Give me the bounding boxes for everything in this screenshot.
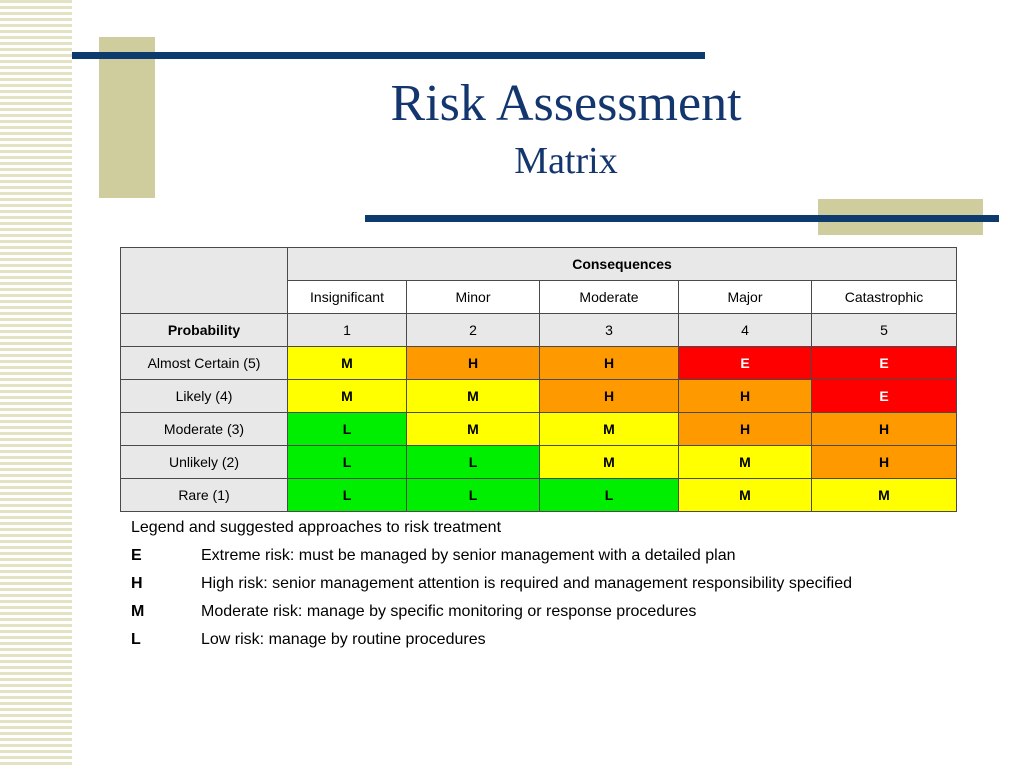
legend-text: High risk: senior management attention i… bbox=[201, 575, 853, 592]
legend-code: M bbox=[131, 603, 145, 620]
consequence-number: 3 bbox=[539, 313, 679, 347]
risk-cell: H bbox=[539, 346, 679, 380]
legend-item: M Moderate risk: manage by specific moni… bbox=[131, 601, 852, 629]
risk-cell: E bbox=[678, 346, 812, 380]
legend-heading: Legend and suggested approaches to risk … bbox=[131, 519, 502, 536]
table-row: Likely (4) M M H H E bbox=[120, 379, 957, 413]
row-label: Almost Certain (5) bbox=[120, 346, 288, 380]
risk-cell: H bbox=[678, 412, 812, 446]
consequence-name: Catastrophic bbox=[811, 280, 957, 314]
risk-cell: H bbox=[811, 445, 957, 479]
consequence-number: 2 bbox=[406, 313, 540, 347]
risk-cell: H bbox=[406, 346, 540, 380]
legend-text: Low risk: manage by routine procedures bbox=[201, 631, 486, 648]
row-label: Moderate (3) bbox=[120, 412, 288, 446]
consequences-header: Consequences bbox=[287, 247, 957, 281]
table-row: Moderate (3) L M M H H bbox=[120, 412, 957, 446]
striped-margin bbox=[0, 0, 72, 768]
table-row: Almost Certain (5) M H H E E bbox=[120, 346, 957, 380]
table-row: Unlikely (2) L L M M H bbox=[120, 445, 957, 479]
consequence-number: 5 bbox=[811, 313, 957, 347]
legend-code: H bbox=[131, 575, 143, 592]
legend-code: L bbox=[131, 631, 141, 648]
legend: Legend and suggested approaches to risk … bbox=[131, 517, 852, 657]
corner-cell bbox=[120, 247, 288, 314]
risk-cell: M bbox=[811, 478, 957, 512]
probability-header: Probability bbox=[120, 313, 288, 347]
risk-cell: M bbox=[287, 379, 407, 413]
consequence-name: Insignificant bbox=[287, 280, 407, 314]
risk-cell: E bbox=[811, 379, 957, 413]
risk-cell: H bbox=[678, 379, 812, 413]
legend-code: E bbox=[131, 547, 142, 564]
legend-text: Moderate risk: manage by specific monito… bbox=[201, 603, 697, 620]
title-rule-top bbox=[72, 52, 705, 59]
risk-cell: L bbox=[287, 412, 407, 446]
risk-cell: L bbox=[406, 478, 540, 512]
consequence-name: Minor bbox=[406, 280, 540, 314]
consequence-number: 4 bbox=[678, 313, 812, 347]
risk-cell: M bbox=[406, 379, 540, 413]
row-label: Likely (4) bbox=[120, 379, 288, 413]
row-label: Unlikely (2) bbox=[120, 445, 288, 479]
decorative-block-left bbox=[99, 37, 155, 198]
risk-cell: H bbox=[539, 379, 679, 413]
risk-cell: M bbox=[678, 478, 812, 512]
consequence-name: Moderate bbox=[539, 280, 679, 314]
consequence-number: 1 bbox=[287, 313, 407, 347]
slide-subtitle: Matrix bbox=[514, 140, 618, 182]
risk-cell: L bbox=[287, 478, 407, 512]
legend-text: Extreme risk: must be managed by senior … bbox=[201, 547, 736, 564]
risk-cell: M bbox=[287, 346, 407, 380]
risk-cell: E bbox=[811, 346, 957, 380]
legend-item: H High risk: senior management attention… bbox=[131, 573, 852, 601]
risk-cell: M bbox=[406, 412, 540, 446]
legend-item: E Extreme risk: must be managed by senio… bbox=[131, 545, 852, 573]
risk-cell: M bbox=[539, 412, 679, 446]
row-label: Rare (1) bbox=[120, 478, 288, 512]
title-rule-bottom bbox=[365, 215, 999, 222]
table-row: Rare (1) L L L M M bbox=[120, 478, 957, 512]
risk-cell: M bbox=[678, 445, 812, 479]
risk-matrix-table: Consequences Insignificant Minor Moderat… bbox=[120, 247, 957, 512]
risk-cell: M bbox=[539, 445, 679, 479]
risk-cell: H bbox=[811, 412, 957, 446]
risk-cell: L bbox=[287, 445, 407, 479]
risk-cell: L bbox=[539, 478, 679, 512]
risk-cell: L bbox=[406, 445, 540, 479]
slide-title: Risk Assessment bbox=[390, 75, 742, 132]
legend-item: L Low risk: manage by routine procedures bbox=[131, 629, 852, 657]
consequence-name: Major bbox=[678, 280, 812, 314]
